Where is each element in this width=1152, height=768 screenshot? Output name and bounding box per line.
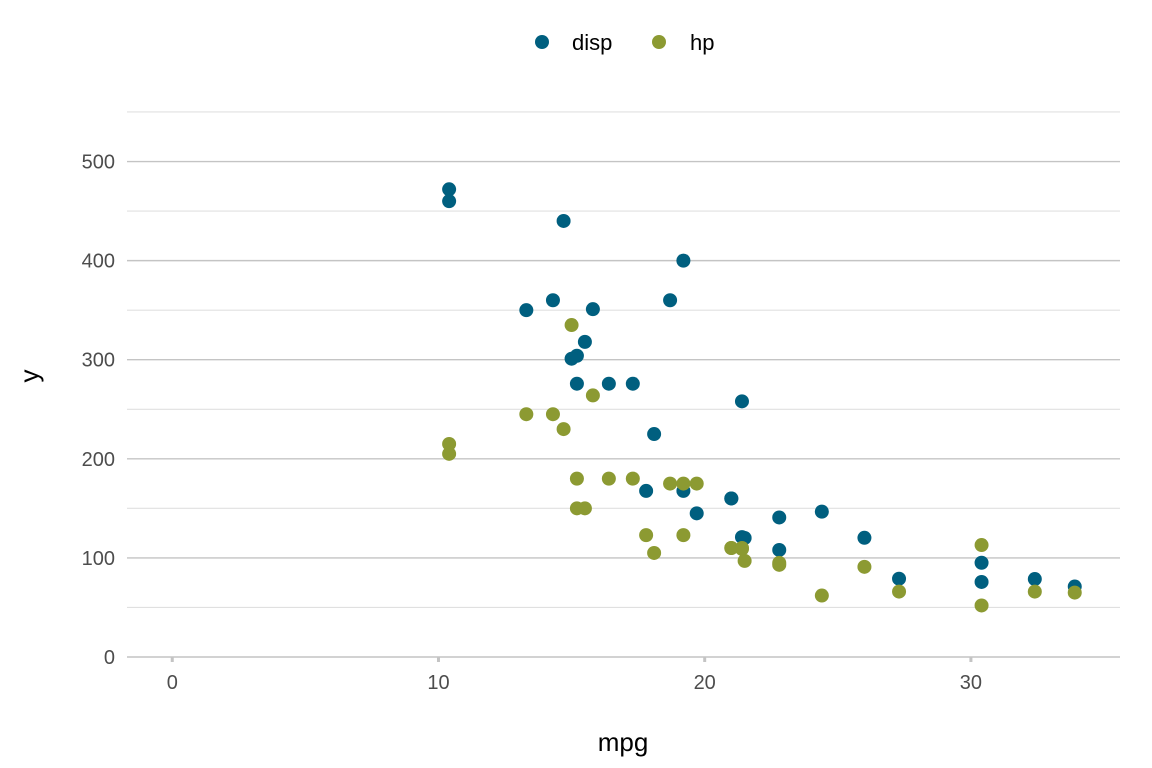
- point-disp: [556, 213, 571, 228]
- point-hp: [442, 446, 457, 461]
- point-disp: [974, 574, 989, 589]
- point-disp: [772, 510, 787, 525]
- point-hp: [601, 471, 616, 486]
- point-disp: [724, 491, 739, 506]
- legend-key-disp: [535, 35, 549, 49]
- point-disp: [734, 394, 749, 409]
- point-disp: [689, 506, 704, 521]
- point-disp: [663, 293, 678, 308]
- y-tick-label: 0: [104, 647, 115, 669]
- point-hp: [639, 528, 654, 543]
- point-disp: [676, 253, 691, 268]
- point-hp: [724, 540, 739, 555]
- point-hp: [974, 538, 989, 553]
- point-disp: [519, 303, 534, 318]
- point-disp: [974, 555, 989, 570]
- point-disp: [545, 293, 560, 308]
- point-hp: [676, 476, 691, 491]
- point-disp: [639, 483, 654, 498]
- x-tick-label: 10: [427, 672, 449, 694]
- point-hp: [519, 407, 534, 422]
- point-disp: [585, 302, 600, 317]
- point-disp: [625, 376, 640, 391]
- x-tick-label: 20: [694, 672, 716, 694]
- y-axis-title: y: [14, 370, 44, 383]
- point-disp: [892, 571, 907, 586]
- legend-key-hp: [652, 35, 666, 49]
- point-hp: [1027, 584, 1042, 599]
- y-tick-label: 500: [82, 152, 115, 174]
- point-hp: [625, 471, 640, 486]
- point-hp: [974, 598, 989, 613]
- x-tick-label: 30: [960, 672, 982, 694]
- point-disp: [1027, 572, 1042, 587]
- point-hp: [564, 318, 579, 333]
- x-axis-title: mpg: [598, 727, 649, 757]
- data-points: [442, 182, 1082, 613]
- point-disp: [647, 427, 662, 442]
- point-hp: [545, 407, 560, 422]
- point-hp: [556, 422, 571, 437]
- point-hp: [647, 545, 662, 560]
- y-tick-label: 200: [82, 449, 115, 471]
- point-hp: [585, 388, 600, 403]
- point-disp: [442, 194, 457, 209]
- y-tick-label: 100: [82, 548, 115, 570]
- point-hp: [857, 559, 872, 574]
- point-hp: [814, 588, 829, 603]
- point-hp: [442, 436, 457, 451]
- point-hp: [569, 501, 584, 516]
- point-disp: [734, 530, 749, 545]
- y-tick-label: 300: [82, 350, 115, 372]
- legend-label-disp: disp: [572, 30, 612, 55]
- point-disp: [857, 530, 872, 545]
- point-disp: [601, 376, 616, 391]
- legend-label-hp: hp: [690, 30, 714, 55]
- grid-lines: [127, 111, 1120, 658]
- point-hp: [689, 476, 704, 491]
- point-hp: [663, 476, 678, 491]
- legend: disp hp: [535, 30, 714, 55]
- y-tick-label: 400: [82, 251, 115, 273]
- point-hp: [892, 584, 907, 599]
- point-disp: [564, 351, 579, 366]
- point-hp: [772, 555, 787, 570]
- x-tick-label: 0: [167, 672, 178, 694]
- point-hp: [676, 528, 691, 543]
- point-hp: [734, 541, 749, 556]
- point-disp: [569, 376, 584, 391]
- point-disp: [814, 504, 829, 519]
- point-disp: [772, 542, 787, 557]
- point-disp: [442, 182, 457, 197]
- point-hp: [1067, 585, 1082, 600]
- point-disp: [577, 334, 592, 349]
- point-hp: [737, 553, 752, 568]
- point-hp: [569, 471, 584, 486]
- axis-ticks: 0 100 200 300 400 500 0 10 20 30: [82, 152, 982, 694]
